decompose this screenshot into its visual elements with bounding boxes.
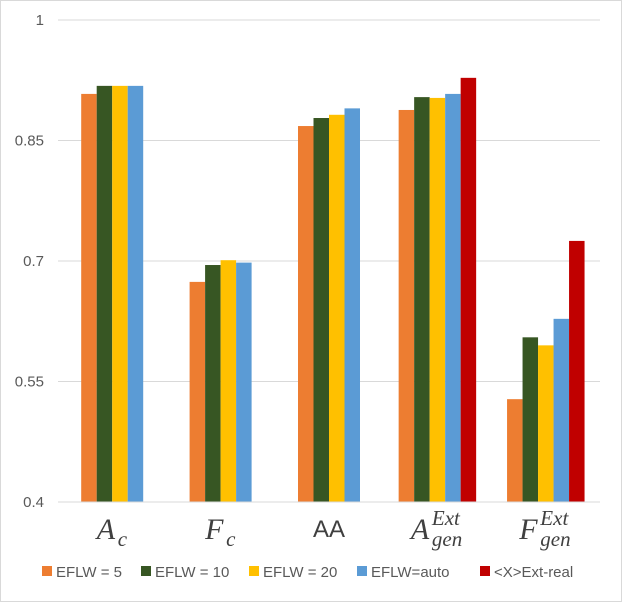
y-tick-label: 0.55 xyxy=(15,374,44,391)
bar-Ac-series-4 xyxy=(127,85,144,503)
legend-label-3: EFLW = 20 xyxy=(263,564,337,581)
legend: EFLW = 5 EFLW = 10 EFLW = 20 EFLW=auto <X>Ex… xyxy=(42,564,573,581)
bar-FgenExt-series-5 xyxy=(569,240,585,503)
bar-AgenExt-series-4 xyxy=(445,93,461,502)
x-tick-label-subscript: gen xyxy=(432,527,462,551)
bar-Fc-series-3 xyxy=(220,260,237,502)
legend-label-1: EFLW = 5 xyxy=(56,564,122,581)
bar-Ac-series-3 xyxy=(112,85,128,503)
bar-FgenExt-series-1 xyxy=(507,399,523,502)
bar-AgenExt-series-5 xyxy=(460,77,477,502)
legend-swatch-1 xyxy=(42,566,52,576)
bar-AA-series-4 xyxy=(344,108,360,503)
bar-Ac-series-2 xyxy=(96,85,113,503)
x-tick-label-subscript: c xyxy=(118,527,128,551)
y-tick-label: 0.4 xyxy=(23,494,44,511)
x-tick-label-AA: AA xyxy=(313,516,345,543)
bar-AA-series-2 xyxy=(313,118,329,502)
bar-AA-series-1 xyxy=(298,126,314,502)
bar-FgenExt-series-3 xyxy=(538,345,554,502)
bar-Fc-series-4 xyxy=(236,262,252,502)
bar-AgenExt-series-1 xyxy=(398,109,415,502)
bar-FgenExt-series-4 xyxy=(553,318,570,502)
x-tick-label-text: AA xyxy=(313,516,345,543)
legend-swatch-3 xyxy=(249,566,259,576)
x-tick-label-subscript: gen xyxy=(540,527,570,551)
bar-AgenExt-series-2 xyxy=(414,97,430,503)
legend-swatch-5 xyxy=(480,566,490,576)
bar-AA-series-3 xyxy=(329,114,345,502)
bar-FgenExt-series-2 xyxy=(522,337,539,502)
bar-AgenExt-series-3 xyxy=(429,97,446,503)
bars xyxy=(81,77,585,503)
bar-Fc-series-2 xyxy=(205,265,221,502)
legend-label-5: <X>Ext-real xyxy=(494,564,573,581)
bar-Ac-series-1 xyxy=(81,93,97,502)
y-tick-label: 1 xyxy=(36,12,44,29)
y-tick-label: 0.7 xyxy=(23,253,44,270)
legend-swatch-4 xyxy=(357,566,367,576)
x-tick-label-base: F xyxy=(518,513,538,546)
x-tick-label-base: F xyxy=(204,513,224,546)
bar-Fc-series-1 xyxy=(189,281,206,502)
y-tick-label: 0.85 xyxy=(15,133,44,150)
x-tick-label-superscript: Ext xyxy=(431,506,461,530)
legend-label-2: EFLW = 10 xyxy=(155,564,229,581)
x-tick-label-base: A xyxy=(409,513,430,546)
x-tick-label-base: A xyxy=(95,513,116,546)
legend-label-4: EFLW=auto xyxy=(371,564,450,581)
x-tick-label-subscript: c xyxy=(226,527,236,551)
x-tick-label-superscript: Ext xyxy=(539,506,569,530)
legend-swatch-2 xyxy=(141,566,151,576)
